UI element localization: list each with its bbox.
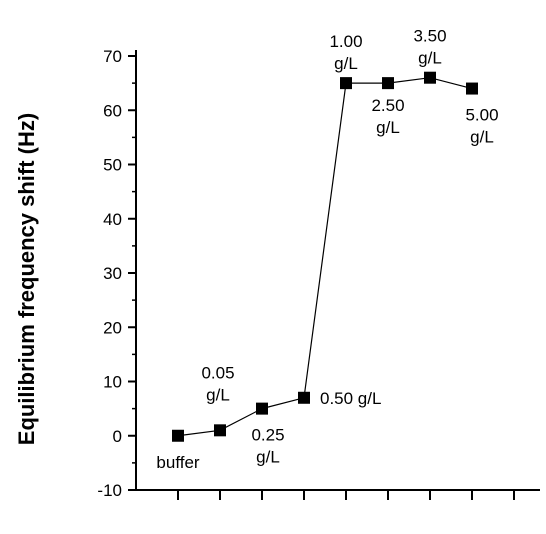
data-point xyxy=(466,82,478,95)
data-point xyxy=(214,424,226,437)
y-tick-label: 40 xyxy=(103,210,122,229)
data-point xyxy=(424,71,436,84)
data-point xyxy=(256,402,268,415)
y-tick-label: 0 xyxy=(113,427,122,446)
point-annotation: 0.25 g/L xyxy=(251,426,284,467)
y-tick-label: 50 xyxy=(103,156,122,175)
y-tick-label: -10 xyxy=(97,481,122,500)
point-annotation: 1.00 g/L xyxy=(329,32,362,73)
point-annotation: 3.50 g/L xyxy=(413,27,446,68)
point-annotation: 0.05 g/L xyxy=(201,363,234,404)
point-annotation: buffer xyxy=(156,453,200,472)
y-ticks: -10 0 10 20 30 40 50 60 70 xyxy=(97,47,136,500)
y-tick-label: 20 xyxy=(103,318,122,337)
point-annotation: 0.50 g/L xyxy=(320,389,381,408)
point-annotation: 5.00 g/L xyxy=(465,106,498,147)
y-tick-label: 60 xyxy=(103,101,122,120)
data-series xyxy=(172,71,478,442)
data-point xyxy=(298,391,310,404)
x-ticks xyxy=(177,490,515,500)
point-annotation: 2.50 g/L xyxy=(371,96,404,137)
y-tick-label: 10 xyxy=(103,373,122,392)
annotations: buffer 0.05 g/L 0.25 g/L 0.50 g/L 1.00 g/L 2.50 g… xyxy=(156,27,498,472)
data-point xyxy=(382,77,394,90)
data-point xyxy=(172,429,184,442)
y-tick-label: 30 xyxy=(103,264,122,283)
y-axis-label: Equilibrium frequency shift (Hz) xyxy=(14,113,39,445)
data-point xyxy=(340,77,352,90)
series-line xyxy=(177,77,473,437)
y-tick-label: 70 xyxy=(103,47,122,66)
